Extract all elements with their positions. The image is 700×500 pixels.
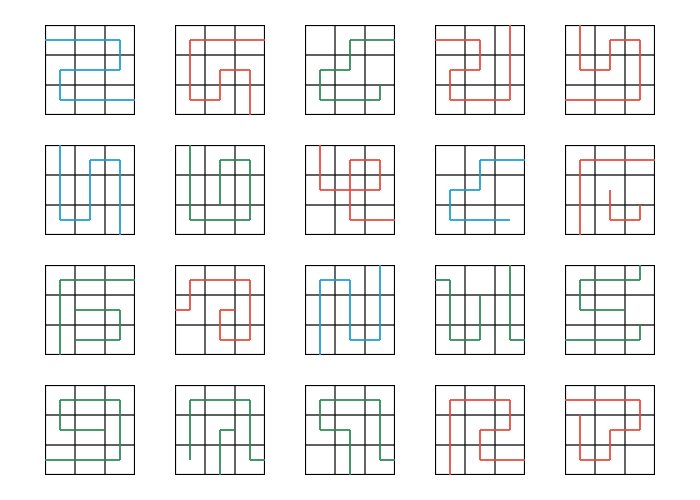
grid-cell <box>305 145 395 235</box>
grid-cell <box>435 145 525 235</box>
figure-canvas <box>0 0 700 500</box>
grid-cell <box>45 385 135 475</box>
grid-cell <box>45 145 135 235</box>
grid-cell <box>175 265 265 355</box>
grid-cell <box>435 385 525 475</box>
grid-cell <box>175 385 265 475</box>
grid-cell <box>435 265 525 355</box>
grid-cell <box>305 25 395 115</box>
grid-cell <box>435 25 525 115</box>
grid-cell <box>175 145 265 235</box>
grid-cell <box>565 25 655 115</box>
grid-cell <box>45 25 135 115</box>
grid-cell <box>565 145 655 235</box>
grid-cell <box>565 265 655 355</box>
grid-cell <box>305 265 395 355</box>
grid-cell <box>565 385 655 475</box>
grid-cell <box>45 265 135 355</box>
grid-cell <box>175 25 265 115</box>
grid-cell <box>305 385 395 475</box>
